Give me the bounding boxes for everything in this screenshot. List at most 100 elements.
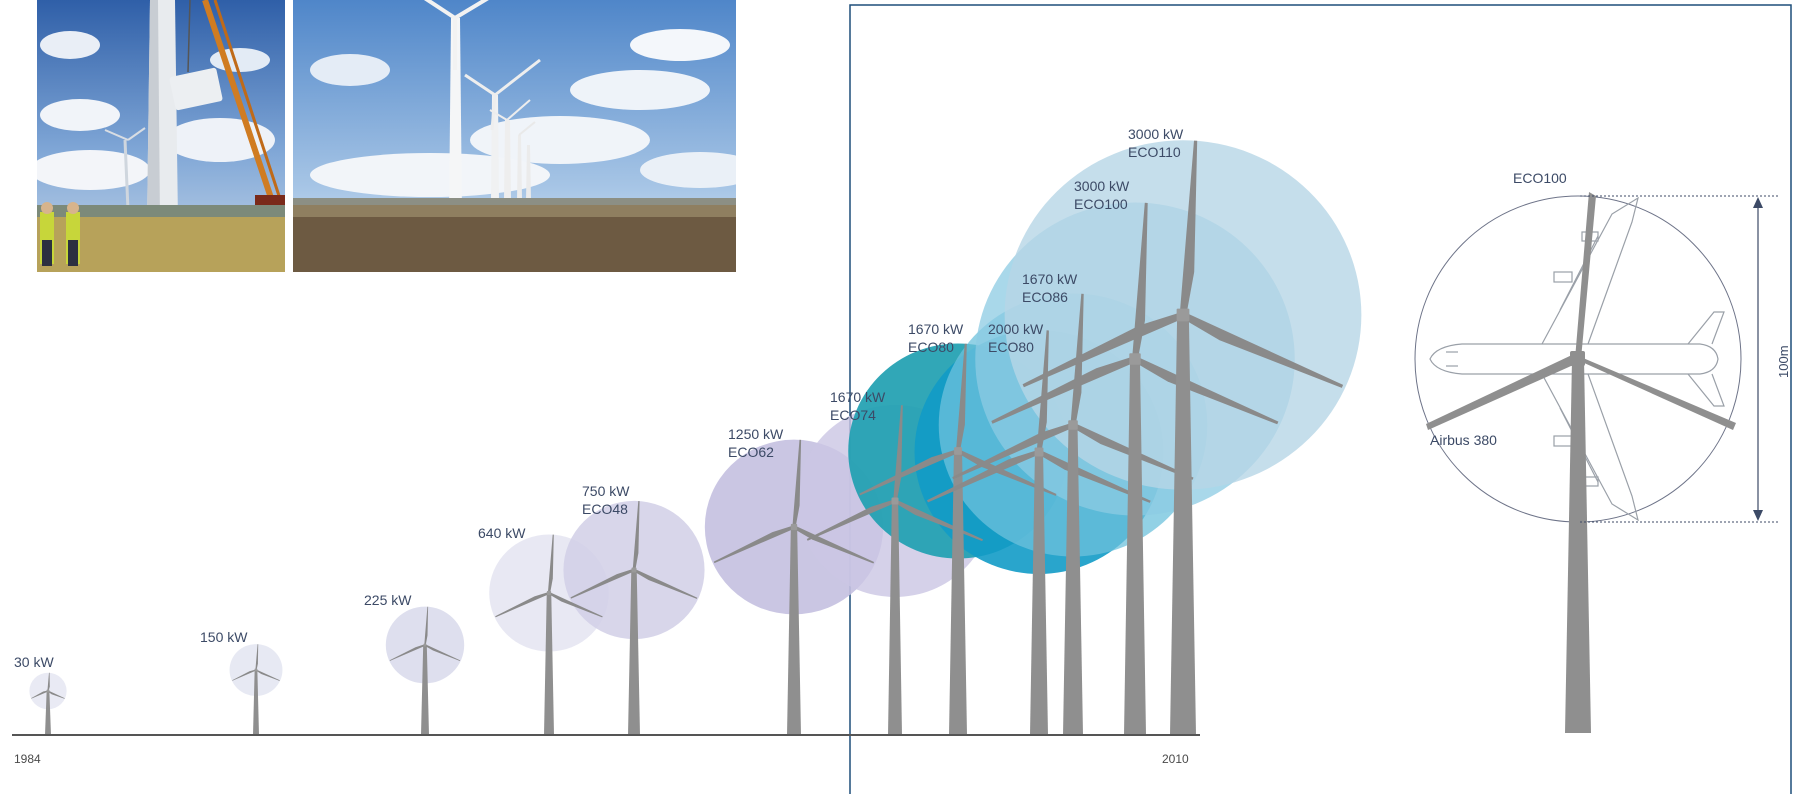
turbine-blade <box>632 501 640 571</box>
turbine-blade <box>1179 140 1198 316</box>
turbine-t3000a <box>991 202 1279 735</box>
turbine-blade <box>957 449 1057 496</box>
turbine-hub <box>891 497 899 505</box>
turbine-blade <box>1132 202 1148 360</box>
comparison-turbine <box>1426 192 1736 733</box>
turbine-blade <box>495 592 550 618</box>
turbine-label-model: ECO110 <box>1128 144 1181 160</box>
turbine-hub <box>254 668 258 672</box>
turbine-blade <box>389 644 426 661</box>
turbine-t1670b <box>859 343 1057 735</box>
turbine-blade <box>793 525 875 564</box>
turbine-blade <box>255 644 259 670</box>
turbine-t225 <box>389 606 461 735</box>
turbine-t1250 <box>713 439 875 735</box>
turbine-t150 <box>232 644 280 735</box>
turbine-blade <box>1022 312 1185 388</box>
turbine-hub <box>1129 353 1141 365</box>
turbine-t3000b <box>1022 140 1344 735</box>
turbine-tower <box>949 451 967 735</box>
turbine-label-power: 750 kW <box>582 483 630 499</box>
turbine-label-power: 225 kW <box>364 592 412 608</box>
turbine-tower <box>787 527 801 735</box>
turbine-blade <box>1036 330 1049 453</box>
turbine-label-power: 1250 kW <box>728 426 784 442</box>
turbine-label-power: 1670 kW <box>908 321 964 337</box>
turbine-blade <box>859 449 959 496</box>
turbine-hub <box>1034 447 1044 457</box>
turbine-blade <box>956 343 967 452</box>
turbine-tower <box>888 501 902 735</box>
timeline-end-year: 2010 <box>1162 752 1189 766</box>
turbine-tower <box>421 645 429 735</box>
aircraft-label: Airbus 380 <box>1430 432 1497 448</box>
turbine-hub <box>790 523 798 531</box>
turbine-label-model: ECO80 <box>908 339 954 355</box>
turbine-label-model: ECO74 <box>830 407 876 423</box>
highlight-frame <box>849 4 1792 794</box>
turbine-silhouettes <box>31 140 1344 735</box>
turbine-blade <box>255 669 280 681</box>
turbine-blade <box>232 669 257 681</box>
turbine-blade <box>952 422 1074 480</box>
turbine-label-power: 3000 kW <box>1128 126 1184 142</box>
turbine-blade <box>927 449 1040 503</box>
height-label: 100m <box>1776 345 1791 378</box>
turbine-label-power: 2000 kW <box>988 321 1044 337</box>
airbus-comparison: ECO100 Airbus 380 100m <box>1414 170 1791 733</box>
turbine-label-power: 30 kW <box>14 654 54 670</box>
turbine-blade <box>570 568 635 599</box>
turbine-blade <box>1181 312 1344 388</box>
timeline-axis: 1984 2010 <box>12 734 1200 766</box>
turbine-label-model: ECO48 <box>582 501 628 517</box>
turbine-tower <box>1124 359 1146 735</box>
turbine-blade <box>792 439 802 528</box>
turbine-label-model: ECO86 <box>1022 289 1068 305</box>
turbine-tower <box>544 593 554 735</box>
comparison-turbine-label: ECO100 <box>1513 170 1567 186</box>
turbine-blade <box>633 568 698 599</box>
turbine-label-power: 1670 kW <box>1022 271 1078 287</box>
turbine-t2000 <box>927 330 1151 735</box>
turbine-hub <box>546 590 552 596</box>
turbine-label-model: ECO62 <box>728 444 774 460</box>
turbine-label-power: 3000 kW <box>1074 178 1130 194</box>
turbine-tower <box>1170 315 1196 735</box>
wind-farm-photo <box>293 0 736 272</box>
turbine-blade <box>47 690 65 699</box>
turbine-blade <box>547 534 554 594</box>
turbine-blade <box>47 672 50 691</box>
height-dimension <box>1580 195 1780 523</box>
turbine-tower <box>253 670 259 735</box>
turbine-label-power: 150 kW <box>200 629 248 645</box>
turbine-blade <box>424 606 429 646</box>
turbine-hub <box>954 447 962 455</box>
turbine-hub <box>1068 420 1078 430</box>
turbine-tower <box>1030 452 1048 735</box>
turbine-blade <box>1038 449 1151 503</box>
turbine-tower <box>45 691 51 735</box>
turbine-label-model: ECO80 <box>988 339 1034 355</box>
turbine-hub <box>1176 308 1190 322</box>
turbine-label-power: 1670 kW <box>830 389 886 405</box>
turbine-blade <box>991 356 1137 424</box>
turbine-t640 <box>495 534 603 735</box>
turbine-blade <box>424 644 461 661</box>
turbine-blade <box>713 525 795 564</box>
turbine-blade <box>1133 356 1279 425</box>
turbine-label-power: 640 kW <box>478 525 526 541</box>
turbine-blade <box>806 499 896 541</box>
turbine-blade <box>548 592 603 618</box>
turbine-hub <box>46 689 50 693</box>
turbine-t30 <box>31 672 65 735</box>
turbine-blade <box>31 690 49 699</box>
turbine-tower <box>628 570 640 735</box>
turbine-t750 <box>570 501 698 735</box>
turbine-label-model: ECO100 <box>1074 196 1128 212</box>
timeline-start-year: 1984 <box>14 752 41 766</box>
crane-lifting-nacelle-photo <box>37 0 285 272</box>
turbine-tower <box>1063 425 1083 735</box>
turbine-labels: 30 kW 150 kW 225 kW 640 kW 750 kW ECO48 … <box>14 126 1184 670</box>
turbine-hub <box>423 643 427 647</box>
